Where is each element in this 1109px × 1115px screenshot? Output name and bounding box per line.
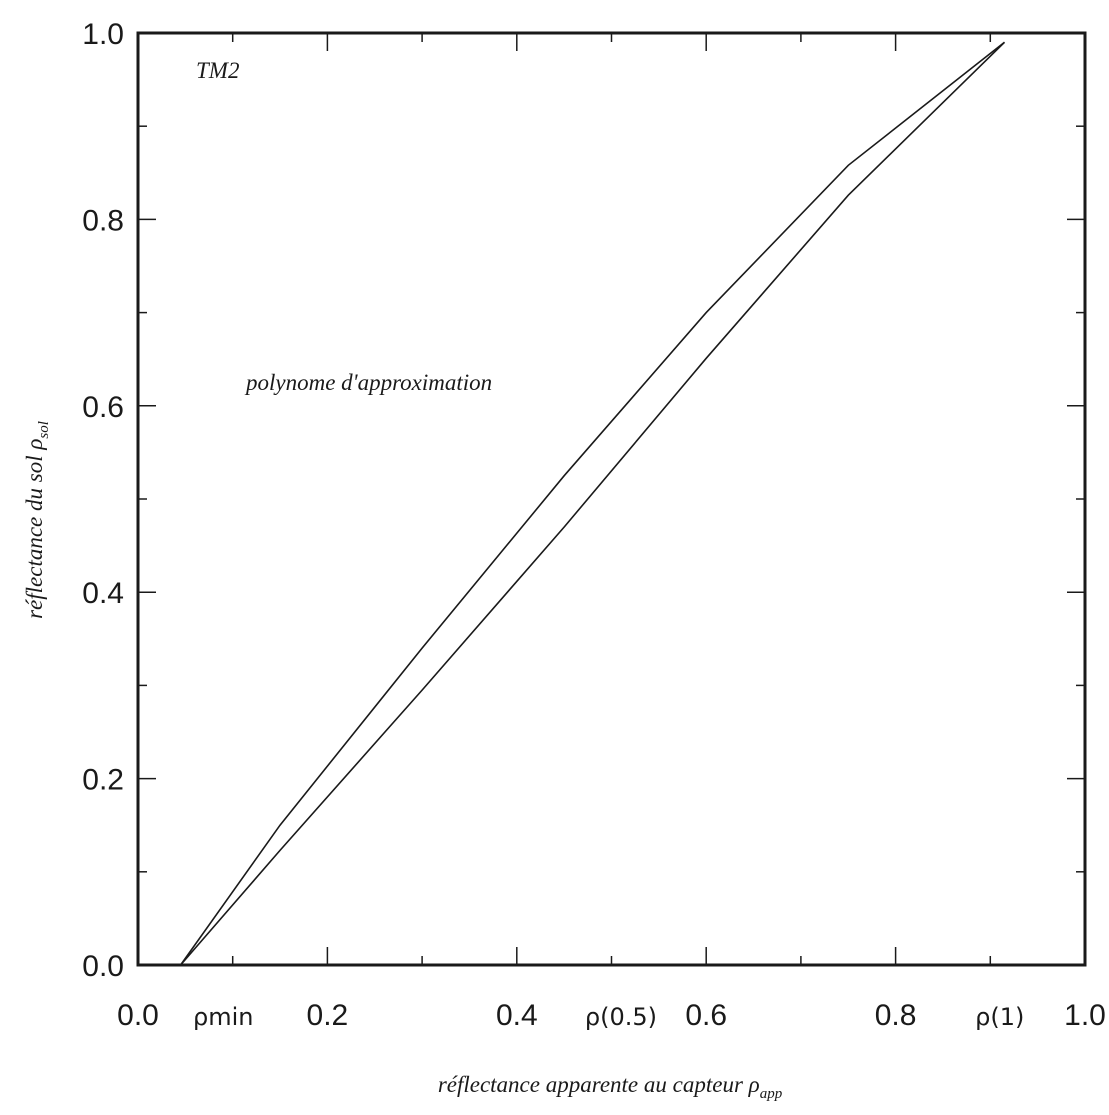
series-group [179,41,1006,966]
x-axis-label-sub: app [760,1086,783,1102]
y-axis-label-main: réflectance du sol ρ [22,439,47,619]
handwritten-mark: ρ(0.5) [585,1003,657,1031]
x-tick-label: 0.8 [875,999,917,1032]
handwritten-marks: ρmin ρ(0.5) ρ(1) [193,1003,1024,1031]
x-axis-label-main: réflectance apparente au capteur ρ [438,1072,760,1097]
major-ticks [137,32,1086,966]
y-tick-label: 1.0 [82,18,124,51]
handwritten-mark: ρmin [193,1003,254,1031]
series-line-2 [179,41,1006,966]
y-tick-label: 0.2 [82,764,124,797]
y-tick-labels: 0.0 0.2 0.4 0.6 0.8 1.0 [82,18,124,983]
y-tick-label: 0.0 [82,950,124,983]
y-tick-label: 0.6 [82,391,124,424]
series-line-1 [179,41,1005,966]
x-axis-label: réflectance apparente au capteur ρapp [438,1072,783,1102]
annotation-tm2: TM2 [196,58,239,83]
annotation-polynome: polynome d'approximation [244,370,492,395]
y-tick-label: 0.8 [82,204,124,237]
y-tick-label: 0.4 [82,577,124,610]
x-tick-label: 0.4 [496,999,538,1032]
x-tick-label: 0.2 [307,999,349,1032]
handwritten-mark: ρ(1) [975,1003,1024,1031]
minor-ticks [138,33,1085,965]
x-tick-labels: 0.0 0.2 0.4 0.6 0.8 1.0 [117,999,1106,1032]
y-axis-label: réflectance du sol ρsol [22,421,52,619]
y-axis-label-sub: sol [36,421,52,439]
x-tick-label: 0.6 [685,999,727,1032]
x-tick-label: 0.0 [117,999,159,1032]
x-tick-label: 1.0 [1064,999,1106,1032]
